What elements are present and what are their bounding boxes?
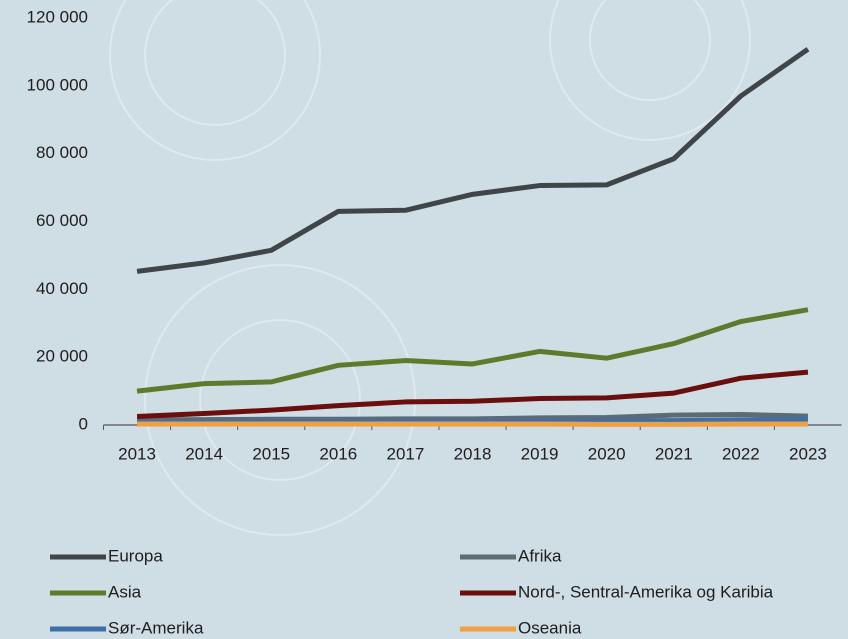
series-line <box>136 369 809 420</box>
legend-label: Oseania <box>518 618 582 637</box>
legend-label: Afrika <box>518 546 562 565</box>
y-tick-label: 100 000 <box>27 75 88 94</box>
x-tick-label: 2014 <box>185 444 223 463</box>
series-line <box>136 307 809 394</box>
x-tick-label: 2017 <box>386 444 424 463</box>
x-tick-label: 2013 <box>118 444 156 463</box>
x-tick-label: 2018 <box>454 444 492 463</box>
y-tick-label: 120 000 <box>27 7 88 26</box>
y-tick-label: 40 000 <box>36 279 88 298</box>
series-line <box>136 47 810 274</box>
x-tick-label: 2019 <box>521 444 559 463</box>
x-tick-label: 2016 <box>319 444 357 463</box>
y-tick-label: 80 000 <box>36 143 88 162</box>
x-tick-label: 2023 <box>789 444 827 463</box>
legend-label: Sør-Amerika <box>108 618 204 637</box>
x-tick-label: 2022 <box>722 444 760 463</box>
y-tick-label: 0 <box>79 414 88 433</box>
x-tick-label: 2020 <box>588 444 626 463</box>
legend-label: Asia <box>108 582 142 601</box>
x-tick-label: 2015 <box>252 444 290 463</box>
x-tick-label: 2021 <box>655 444 693 463</box>
legend-label: Europa <box>108 546 163 565</box>
y-tick-label: 60 000 <box>36 211 88 230</box>
legend-label: Nord-, Sentral-Amerika og Karibia <box>518 582 774 601</box>
y-tick-label: 20 000 <box>36 347 88 366</box>
